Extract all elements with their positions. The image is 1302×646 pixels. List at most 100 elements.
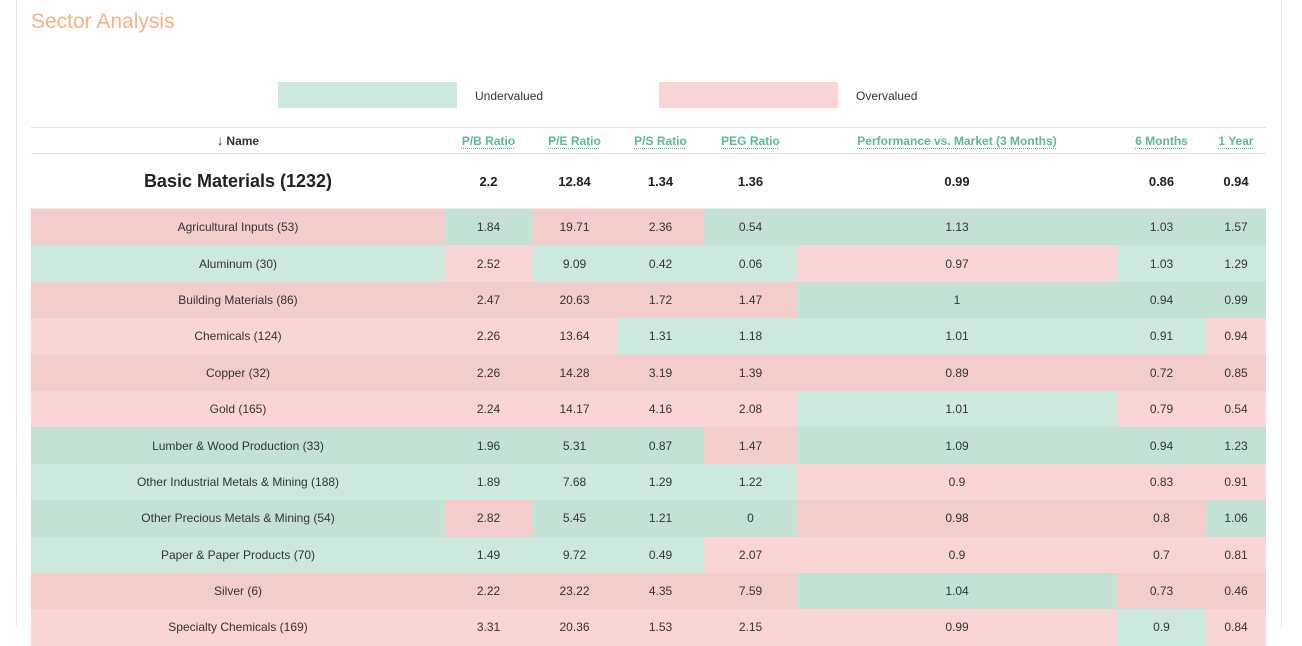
perf3-cell: 1.04	[797, 572, 1117, 610]
summary-ps: 1.34	[617, 153, 704, 209]
pe-cell: 20.63	[532, 281, 617, 319]
pe-cell: 14.28	[532, 354, 617, 391]
pb-cell: 1.89	[445, 463, 532, 501]
perf3-cell: 0.97	[797, 245, 1117, 282]
legend-undervalued-label: Undervalued	[475, 89, 544, 103]
column-header-1year-link[interactable]: 1 Year	[1218, 133, 1254, 148]
column-header-pe[interactable]: P/E Ratio	[532, 127, 617, 154]
pb-cell: 1.84	[445, 208, 532, 246]
summary-pb: 2.2	[445, 153, 532, 209]
column-header-pb-link[interactable]: P/B Ratio	[461, 133, 516, 148]
industry-name: Agricultural Inputs (53)	[31, 208, 445, 246]
summary-peg: 1.36	[704, 153, 797, 209]
column-header-pe-link[interactable]: P/E Ratio	[548, 133, 601, 148]
6months-cell: 1.03	[1117, 208, 1206, 246]
table-header-row: ↓ Name P/B Ratio P/E Ratio P/S Ratio PEG …	[31, 127, 1266, 154]
pb-cell: 2.22	[445, 572, 532, 610]
industry-name: Building Materials (86)	[31, 281, 445, 319]
industry-name: Lumber & Wood Production (33)	[31, 427, 445, 464]
table-row[interactable]: Gold (165) 2.24 14.17 4.16 2.08 1.01 0.79 0.54	[31, 390, 1266, 428]
1year-cell: 0.84	[1206, 609, 1266, 646]
1year-cell: 0.99	[1206, 281, 1266, 319]
peg-cell: 1.22	[704, 463, 797, 501]
peg-cell: 2.07	[704, 536, 797, 573]
ps-cell: 4.16	[617, 390, 704, 428]
pb-cell: 1.96	[445, 427, 532, 464]
column-header-ps-link[interactable]: P/S Ratio	[634, 133, 687, 148]
pb-cell: 2.82	[445, 500, 532, 537]
6months-cell: 0.79	[1117, 390, 1206, 428]
6months-cell: 0.8	[1117, 500, 1206, 537]
summary-6months: 0.86	[1117, 153, 1206, 209]
pe-cell: 9.72	[532, 536, 617, 573]
peg-cell: 0.06	[704, 245, 797, 282]
table-row[interactable]: Building Materials (86) 2.47 20.63 1.72 1.47…	[31, 281, 1266, 319]
pb-cell: 2.26	[445, 318, 532, 355]
peg-cell: 2.08	[704, 390, 797, 428]
ps-cell: 1.53	[617, 609, 704, 646]
1year-cell: 0.91	[1206, 463, 1266, 501]
perf3-cell: 1.01	[797, 390, 1117, 428]
column-header-perf3-link[interactable]: Performance vs. Market (3 Months)	[857, 133, 1057, 148]
ps-cell: 1.29	[617, 463, 704, 501]
6months-cell: 0.94	[1117, 281, 1206, 319]
ps-cell: 1.31	[617, 318, 704, 355]
peg-cell: 1.47	[704, 427, 797, 464]
table-row[interactable]: Copper (32) 2.26 14.28 3.19 1.39 0.89 0.72 0.85	[31, 354, 1266, 391]
perf3-cell: 0.98	[797, 500, 1117, 537]
column-header-ps[interactable]: P/S Ratio	[617, 127, 704, 154]
table-row[interactable]: Other Industrial Metals & Mining (188) 1.…	[31, 463, 1266, 501]
perf3-cell: 0.99	[797, 609, 1117, 646]
perf3-cell: 1.01	[797, 318, 1117, 355]
perf3-cell: 1.13	[797, 208, 1117, 246]
page-title: Sector Analysis	[31, 10, 175, 33]
column-header-pb[interactable]: P/B Ratio	[445, 127, 532, 154]
table-row[interactable]: Chemicals (124) 2.26 13.64 1.31 1.18 1.01 0.91…	[31, 318, 1266, 355]
summary-sector-name: Basic Materials (1232)	[31, 153, 445, 209]
perf3-cell: 0.9	[797, 536, 1117, 573]
sort-down-arrow-icon: ↓	[216, 133, 224, 148]
legend-undervalued-swatch	[278, 82, 457, 108]
perf3-cell: 0.89	[797, 354, 1117, 391]
summary-row: Basic Materials (1232) 2.2 12.84 1.34 1.…	[31, 153, 1266, 209]
6months-cell: 0.72	[1117, 354, 1206, 391]
1year-cell: 1.29	[1206, 245, 1266, 282]
industry-name: Gold (165)	[31, 390, 445, 428]
pe-cell: 13.64	[532, 318, 617, 355]
peg-cell: 0	[704, 500, 797, 537]
column-header-name[interactable]: ↓ Name	[31, 127, 445, 154]
column-header-peg-link[interactable]: PEG Ratio	[721, 133, 780, 148]
6months-cell: 1.03	[1117, 245, 1206, 282]
column-header-1year[interactable]: 1 Year	[1206, 127, 1266, 154]
column-header-peg[interactable]: PEG Ratio	[704, 127, 797, 154]
pb-cell: 2.26	[445, 354, 532, 391]
table-row[interactable]: Silver (6) 2.22 23.22 4.35 7.59 1.04 0.73 0.46	[31, 572, 1266, 610]
industry-name: Copper (32)	[31, 354, 445, 391]
ps-cell: 0.49	[617, 536, 704, 573]
table-row[interactable]: Lumber & Wood Production (33) 1.96 5.31 0.8…	[31, 427, 1266, 464]
1year-cell: 1.23	[1206, 427, 1266, 464]
summary-perf3: 0.99	[797, 153, 1117, 209]
1year-cell: 0.46	[1206, 572, 1266, 610]
legend-overvalued-label: Overvalued	[856, 89, 918, 103]
summary-1year: 0.94	[1206, 153, 1266, 209]
pe-cell: 14.17	[532, 390, 617, 428]
6months-cell: 0.83	[1117, 463, 1206, 501]
1year-cell: 1.57	[1206, 208, 1266, 246]
ps-cell: 1.72	[617, 281, 704, 319]
perf3-cell: 1.09	[797, 427, 1117, 464]
table-row[interactable]: Aluminum (30) 2.52 9.09 0.42 0.06 0.97 1.03 1.2…	[31, 245, 1266, 282]
pb-cell: 2.52	[445, 245, 532, 282]
6months-cell: 0.73	[1117, 572, 1206, 610]
peg-cell: 1.39	[704, 354, 797, 391]
table-row[interactable]: Specialty Chemicals (169) 3.31 20.36 1.53 2.…	[31, 609, 1266, 646]
column-header-6months-link[interactable]: 6 Months	[1135, 133, 1188, 148]
column-header-perf3[interactable]: Performance vs. Market (3 Months)	[797, 127, 1117, 154]
1year-cell: 1.06	[1206, 500, 1266, 537]
table-row[interactable]: Other Precious Metals & Mining (54) 2.82 5…	[31, 500, 1266, 537]
table-row[interactable]: Paper & Paper Products (70) 1.49 9.72 0.49 2…	[31, 536, 1266, 573]
column-header-6months[interactable]: 6 Months	[1117, 127, 1206, 154]
ps-cell: 0.42	[617, 245, 704, 282]
pe-cell: 19.71	[532, 208, 617, 246]
table-row[interactable]: Agricultural Inputs (53) 1.84 19.71 2.36 0.5…	[31, 208, 1266, 246]
